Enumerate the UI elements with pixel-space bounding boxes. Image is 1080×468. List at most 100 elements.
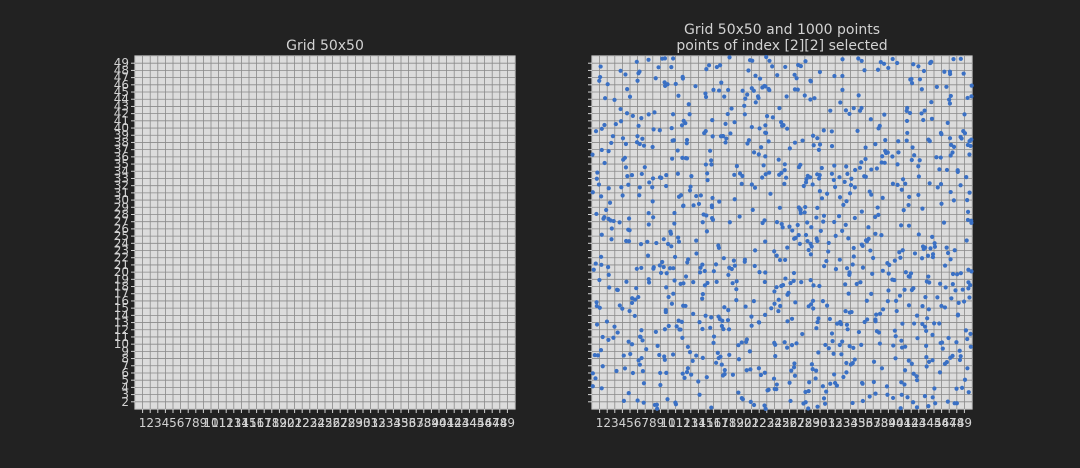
scatter-point <box>833 233 838 238</box>
scatter-point <box>606 148 611 154</box>
scatter-point <box>938 155 943 160</box>
scatter-point <box>859 160 864 165</box>
y-tick-label: 29 <box>114 200 129 214</box>
scatter-point <box>937 167 942 172</box>
x-tick-label: 2 <box>146 416 154 430</box>
scatter-point <box>930 358 935 363</box>
scatter-point <box>657 352 662 358</box>
scatter-point <box>964 175 969 180</box>
scatter-point <box>809 244 814 249</box>
scatter-point <box>840 57 845 62</box>
scatter-point <box>670 112 676 117</box>
scatter-point <box>629 342 635 347</box>
x-tick-label: 47 <box>485 416 500 430</box>
scatter-point <box>763 239 768 244</box>
scatter-point <box>826 249 831 254</box>
scatter-point <box>690 358 695 363</box>
scatter-point <box>685 366 691 371</box>
scatter-point <box>722 305 727 310</box>
scatter-point <box>966 390 971 395</box>
scatter-point <box>676 239 682 244</box>
scatter-point <box>605 82 610 87</box>
scatter-point <box>824 191 830 196</box>
scatter-point <box>824 389 829 394</box>
scatter-point <box>593 129 599 134</box>
scatter-point <box>675 148 680 153</box>
scatter-point <box>785 319 790 324</box>
scatter-point <box>915 336 920 341</box>
scatter-point <box>614 287 620 292</box>
scatter-point <box>809 362 814 367</box>
scatter-point <box>863 174 868 179</box>
scatter-point <box>817 142 823 147</box>
x-tick-label: 13 <box>226 416 241 430</box>
scatter-point <box>791 365 797 370</box>
x-tick-label: 17 <box>714 416 729 430</box>
scatter-point <box>845 171 850 176</box>
x-tick-label: 40 <box>431 416 446 430</box>
scatter-point <box>620 136 626 141</box>
scatter-point <box>676 235 681 240</box>
scatter-point <box>898 255 903 260</box>
x-tick-label: 40 <box>888 416 903 430</box>
scatter-point <box>774 382 779 387</box>
scatter-point <box>759 145 764 150</box>
scatter-point <box>828 108 833 113</box>
scatter-point <box>691 279 696 285</box>
vertical-grid-lines <box>142 56 508 409</box>
scatter-point <box>620 306 625 311</box>
scatter-point <box>780 123 785 128</box>
scatter-point <box>801 183 806 189</box>
scatter-point <box>745 141 750 146</box>
scatter-point <box>906 202 911 208</box>
scatter-point <box>917 158 922 163</box>
y-tick-label: 7 <box>121 359 129 373</box>
x-tick-label: 23 <box>302 416 317 430</box>
y-tick-label: 28 <box>114 207 129 221</box>
scatter-point <box>676 194 682 199</box>
scatter-point <box>799 280 804 285</box>
scatter-point <box>871 359 877 364</box>
scatter-point <box>607 200 613 205</box>
scatter-point <box>626 182 631 187</box>
x-tick-label: 21 <box>744 416 759 430</box>
scatter-point <box>803 180 809 185</box>
scatter-point <box>679 319 684 324</box>
scatter-point <box>909 157 914 163</box>
scatter-point <box>904 138 909 143</box>
scatter-point <box>698 193 703 198</box>
scatter-point <box>604 207 609 213</box>
x-tick-label: 10 <box>203 416 218 430</box>
scatter-point <box>859 58 864 64</box>
scatter-point <box>730 372 736 377</box>
scatter-point <box>606 186 611 191</box>
scatter-point <box>776 308 781 314</box>
x-tick-label: 19 <box>729 416 744 430</box>
scatter-point <box>646 112 651 117</box>
scatter-point <box>849 176 854 181</box>
scatter-point <box>899 223 904 228</box>
scatter-point <box>840 73 845 79</box>
scatter-point <box>611 335 616 340</box>
scatter-point <box>625 174 630 179</box>
scatter-point <box>815 172 820 177</box>
x-tick-label: 3 <box>611 416 619 430</box>
scatter-point <box>824 258 829 264</box>
scatter-point <box>934 155 939 160</box>
scatter-point <box>779 120 784 125</box>
scatter-point <box>900 321 905 326</box>
x-tick-label: 33 <box>378 416 393 430</box>
x-tick-label: 38 <box>416 416 431 430</box>
scatter-point <box>746 68 751 73</box>
scatter-point <box>665 397 670 402</box>
scatter-point <box>762 403 767 408</box>
scatter-point <box>599 386 604 391</box>
scatter-point <box>749 314 754 319</box>
scatter-point <box>593 376 598 381</box>
scatter-point <box>855 128 860 134</box>
scatter-point <box>856 56 861 61</box>
scatter-point <box>922 108 927 113</box>
scatter-point <box>684 156 690 161</box>
scatter-point <box>874 312 879 317</box>
scatter-point <box>902 368 908 373</box>
